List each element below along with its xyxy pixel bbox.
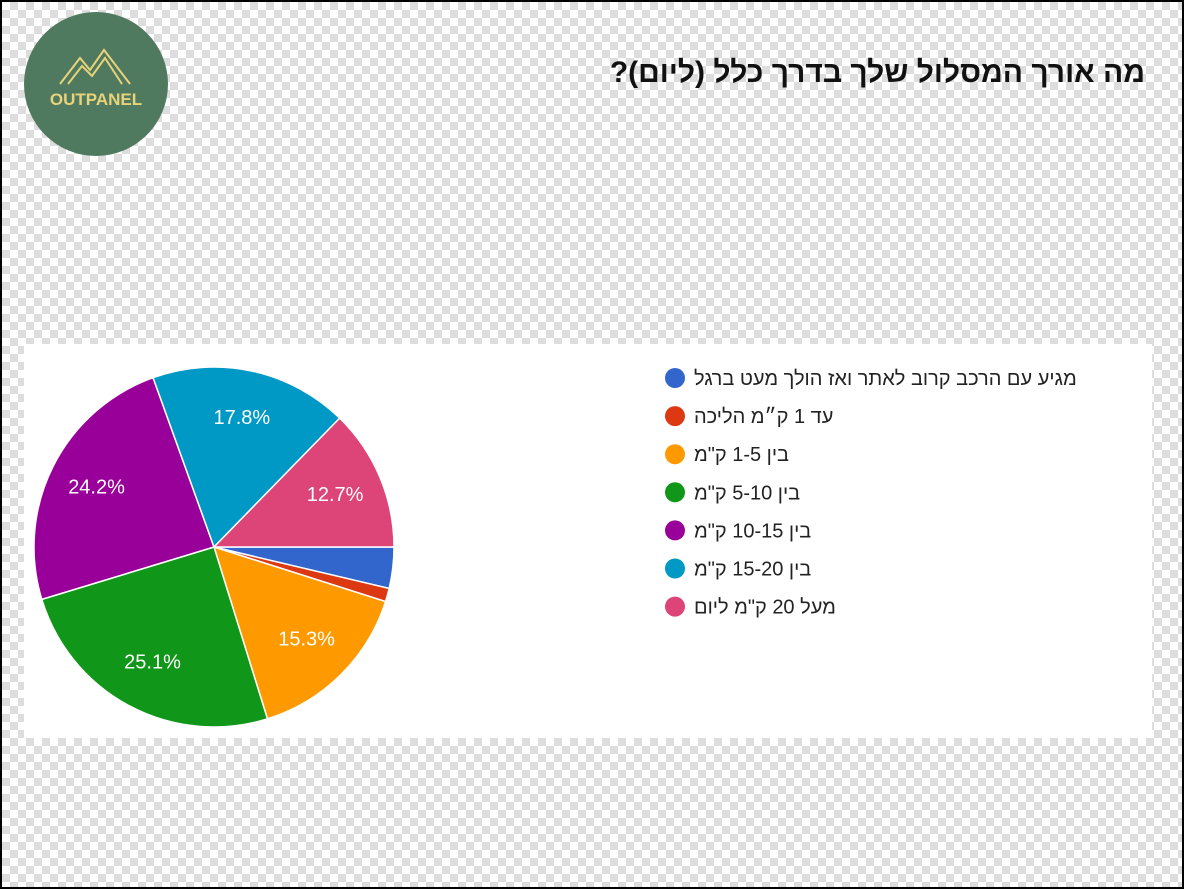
slice-label: 25.1%	[124, 651, 181, 673]
legend-marker	[665, 482, 685, 503]
legend-marker	[665, 368, 685, 388]
logo-mountain	[59, 48, 131, 85]
pie-slice	[40, 546, 269, 728]
logo: OUTPANEL	[24, 12, 168, 156]
legend-label: מגיע עם הרכב קרוב לאתר ואז הולך מעט ברגל	[694, 368, 1077, 390]
slice-label: 12.7%	[307, 484, 364, 506]
chart-title: מה אורך המסלול שלך בדרך כלל (ליום)?	[610, 56, 1145, 89]
logo-text: OUTPANEL	[50, 90, 142, 109]
legend-label: מעל 20 ק"מ ליום	[694, 597, 836, 619]
legend-marker	[665, 444, 685, 465]
legend-marker	[665, 406, 685, 427]
legend-label: בין 15-20 ק"מ	[694, 559, 811, 581]
pie-slice	[212, 417, 395, 548]
slice-label: 17.8%	[213, 407, 270, 429]
slice-label: 24.2%	[68, 476, 125, 498]
legend-label: בין 1-5 ק"מ	[694, 444, 789, 466]
legend-marker	[665, 520, 685, 541]
legend-label: בין 5-10 ק"מ	[694, 482, 800, 504]
pie-slice	[212, 545, 387, 720]
legend-label: בין 10-15 ק"מ	[694, 520, 811, 542]
logo-circle	[24, 12, 168, 156]
slice-label: 15.3%	[278, 628, 335, 650]
logo-mountain	[67, 56, 123, 85]
pie-slice	[152, 366, 341, 549]
legend-label: עד 1 ק״מ הליכה	[694, 406, 833, 428]
legend-marker	[665, 558, 685, 579]
pie-slice	[33, 376, 215, 601]
legend-marker	[665, 596, 685, 617]
